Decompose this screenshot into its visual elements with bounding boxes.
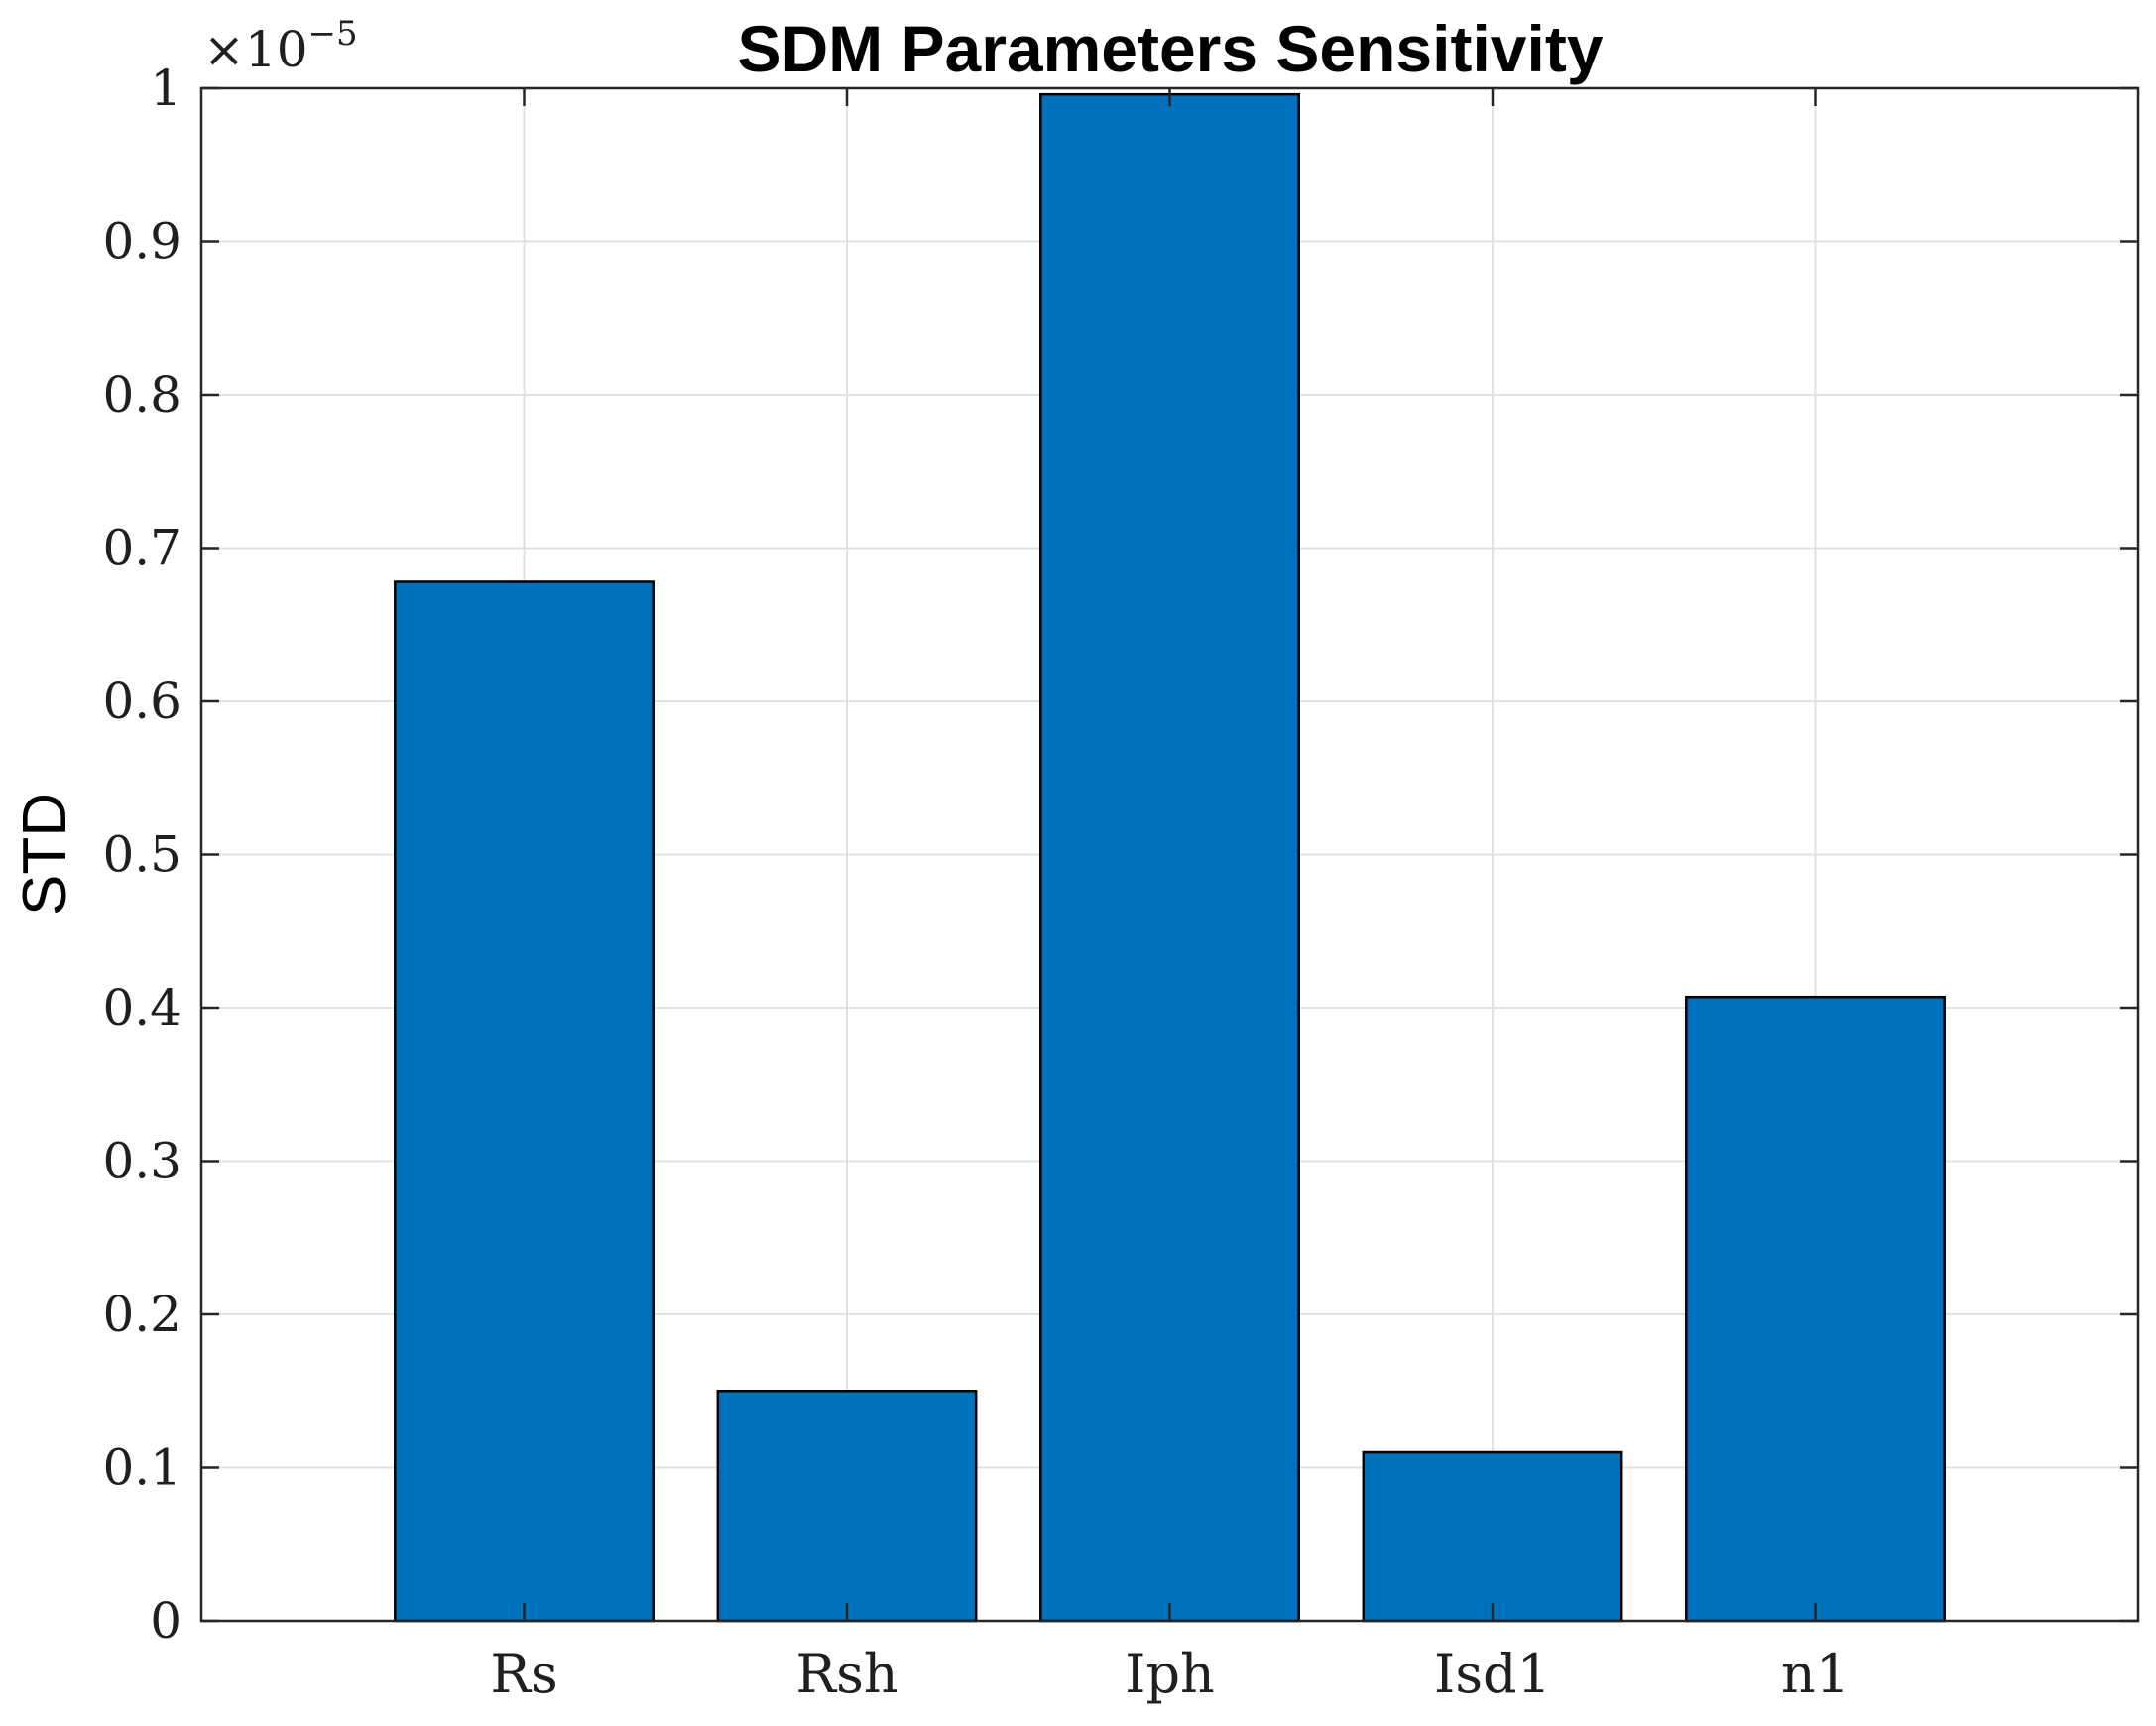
x-tick-label: Iph <box>1125 1643 1215 1705</box>
y-tick-label: 0.4 <box>102 979 181 1037</box>
y-tick-label: 0.8 <box>102 366 181 424</box>
x-tick-label: n1 <box>1781 1643 1850 1705</box>
bar-rsh <box>716 1390 978 1623</box>
y-tick-label: 0.1 <box>102 1439 181 1497</box>
y-tick-label: 0.5 <box>102 826 181 884</box>
y-tick-labels: 0 0.1 0.2 0.3 0.4 0.5 0.6 0.7 0.8 0.9 1 <box>102 60 181 1650</box>
bar-iph <box>1039 92 1300 1623</box>
x-tick-label: Isd1 <box>1434 1643 1551 1705</box>
x-tick-label: Rsh <box>795 1643 898 1705</box>
bar-rs <box>394 580 655 1623</box>
y-exponent-label: ×10−5 <box>203 14 358 78</box>
y-tick-label: 0.9 <box>102 213 181 271</box>
bar-isd1 <box>1362 1450 1623 1623</box>
y-tick-label: 0.3 <box>102 1133 181 1190</box>
x-tick-label: Rs <box>490 1643 557 1705</box>
y-tick-label: 1 <box>150 60 181 117</box>
y-exponent-base: ×10 <box>203 21 308 78</box>
bar-n1 <box>1685 995 1946 1623</box>
chart-title: SDM Parameters Sensitivity <box>737 12 1603 85</box>
y-exponent-power: −5 <box>308 14 358 54</box>
y-axis-label: STD <box>11 793 79 916</box>
x-tick-labels: Rs Rsh Iph Isd1 n1 <box>490 1643 1850 1705</box>
y-tick-label: 0.7 <box>102 520 181 577</box>
bars <box>394 92 1946 1623</box>
tick-marks <box>201 86 2138 1623</box>
y-tick-label: 0 <box>150 1592 181 1650</box>
y-tick-label: 0.2 <box>102 1286 181 1343</box>
y-tick-label: 0.6 <box>102 673 181 730</box>
